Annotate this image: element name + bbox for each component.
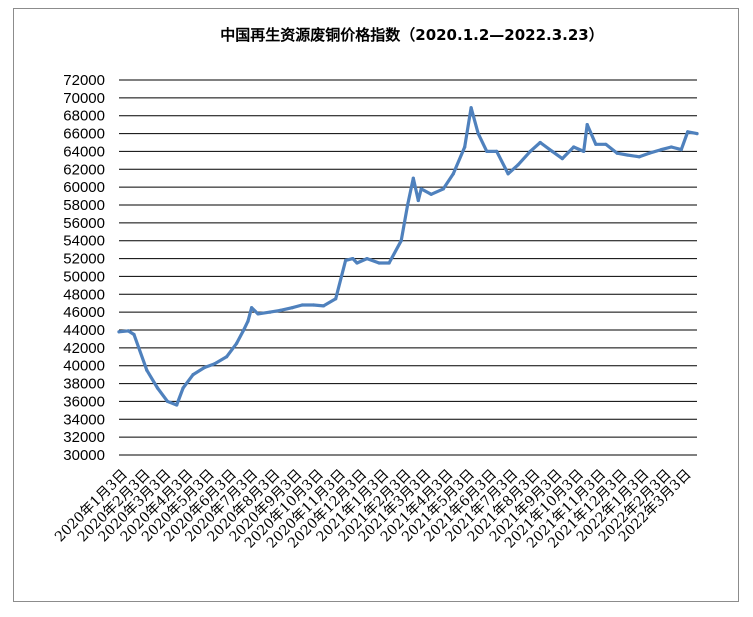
data-point (334, 297, 338, 301)
data-point (476, 132, 480, 136)
data-point (647, 151, 651, 155)
data-point (351, 257, 355, 261)
y-axis-tick-labels: 3000032000340003600038000400004200044000… (63, 72, 105, 464)
series-line-copper-index (117, 106, 699, 407)
data-point (312, 303, 316, 307)
y-tick-label: 34000 (63, 411, 105, 428)
data-point (344, 258, 348, 262)
y-tick-label: 42000 (63, 340, 105, 357)
data-point (686, 130, 690, 134)
y-tick-label: 56000 (63, 215, 105, 232)
data-point (550, 149, 554, 153)
data-point (155, 386, 160, 390)
y-tick-label: 58000 (63, 197, 105, 214)
y-tick-label: 50000 (63, 268, 105, 285)
y-tick-label: 52000 (63, 251, 105, 268)
data-point (463, 145, 467, 149)
data-point (132, 332, 136, 337)
data-point (679, 148, 683, 152)
data-point (560, 157, 564, 161)
data-point (246, 319, 250, 323)
data-point (268, 310, 272, 314)
data-point (321, 304, 326, 308)
data-point (506, 172, 510, 176)
data-point (469, 106, 473, 110)
y-tick-label: 36000 (63, 393, 105, 410)
data-point (242, 328, 246, 332)
data-point (126, 329, 130, 333)
chart-canvas: 中国再生资源废铜价格指数（2020.1.2—2022.3.23） 3000032… (52, 26, 699, 552)
data-point (516, 163, 520, 167)
data-point (250, 306, 254, 310)
y-tick-label: 38000 (63, 376, 105, 393)
data-point (538, 140, 542, 145)
data-point (594, 142, 598, 146)
data-point (495, 149, 499, 153)
data-point (615, 151, 619, 155)
y-tick-label: 68000 (63, 108, 105, 125)
data-point (441, 187, 445, 191)
data-point (145, 368, 149, 372)
data-point (355, 261, 359, 265)
data-point (582, 149, 586, 153)
chart-title: 中国再生资源废铜价格指数（2020.1.2—2022.3.23） (220, 26, 603, 44)
series-layer (117, 106, 699, 407)
y-tick-label: 70000 (63, 90, 105, 107)
data-point (419, 187, 423, 191)
data-point (225, 355, 229, 359)
data-point (416, 198, 420, 203)
data-point (235, 341, 239, 345)
data-point (406, 203, 410, 207)
data-point (637, 155, 641, 159)
data-point (117, 330, 121, 334)
data-point (625, 153, 629, 157)
data-point (256, 312, 260, 316)
data-point (411, 176, 415, 180)
data-point (377, 261, 381, 265)
data-point (365, 257, 369, 261)
data-point (278, 308, 282, 312)
chart-frame: 中国再生资源废铜价格指数（2020.1.2—2022.3.23） 30000 32… (13, 8, 739, 602)
data-point (572, 145, 576, 149)
grid-lines (119, 79, 697, 456)
y-tick-label: 54000 (63, 233, 105, 250)
y-tick-label: 64000 (63, 143, 105, 160)
data-point (669, 145, 673, 149)
data-point (429, 192, 433, 196)
y-tick-label: 72000 (63, 72, 105, 89)
data-point (175, 403, 179, 407)
data-point (165, 399, 170, 403)
data-point (659, 148, 664, 152)
y-tick-label: 40000 (63, 358, 105, 375)
data-point (181, 386, 185, 390)
y-tick-label: 60000 (63, 179, 105, 196)
data-point (695, 132, 699, 136)
y-tick-label: 44000 (63, 322, 105, 339)
data-point (290, 306, 294, 310)
data-point (528, 149, 532, 153)
data-point (191, 373, 195, 377)
data-point (202, 365, 207, 370)
y-tick-label: 46000 (63, 304, 105, 321)
data-point (387, 261, 391, 265)
y-tick-label: 48000 (63, 286, 105, 303)
data-point (485, 149, 489, 153)
y-tick-label: 30000 (63, 447, 105, 464)
data-point (212, 362, 217, 366)
data-point (585, 123, 589, 127)
data-point (399, 239, 403, 243)
data-point (300, 303, 304, 307)
x-axis-tick-labels: 2020年1月3日2020年2月3日2020年3月3日2020年4月3日2020… (52, 467, 695, 552)
data-point (451, 172, 455, 176)
y-tick-label: 32000 (63, 429, 105, 446)
y-tick-label: 66000 (63, 126, 105, 143)
y-tick-label: 62000 (63, 161, 105, 178)
data-point (604, 142, 608, 146)
